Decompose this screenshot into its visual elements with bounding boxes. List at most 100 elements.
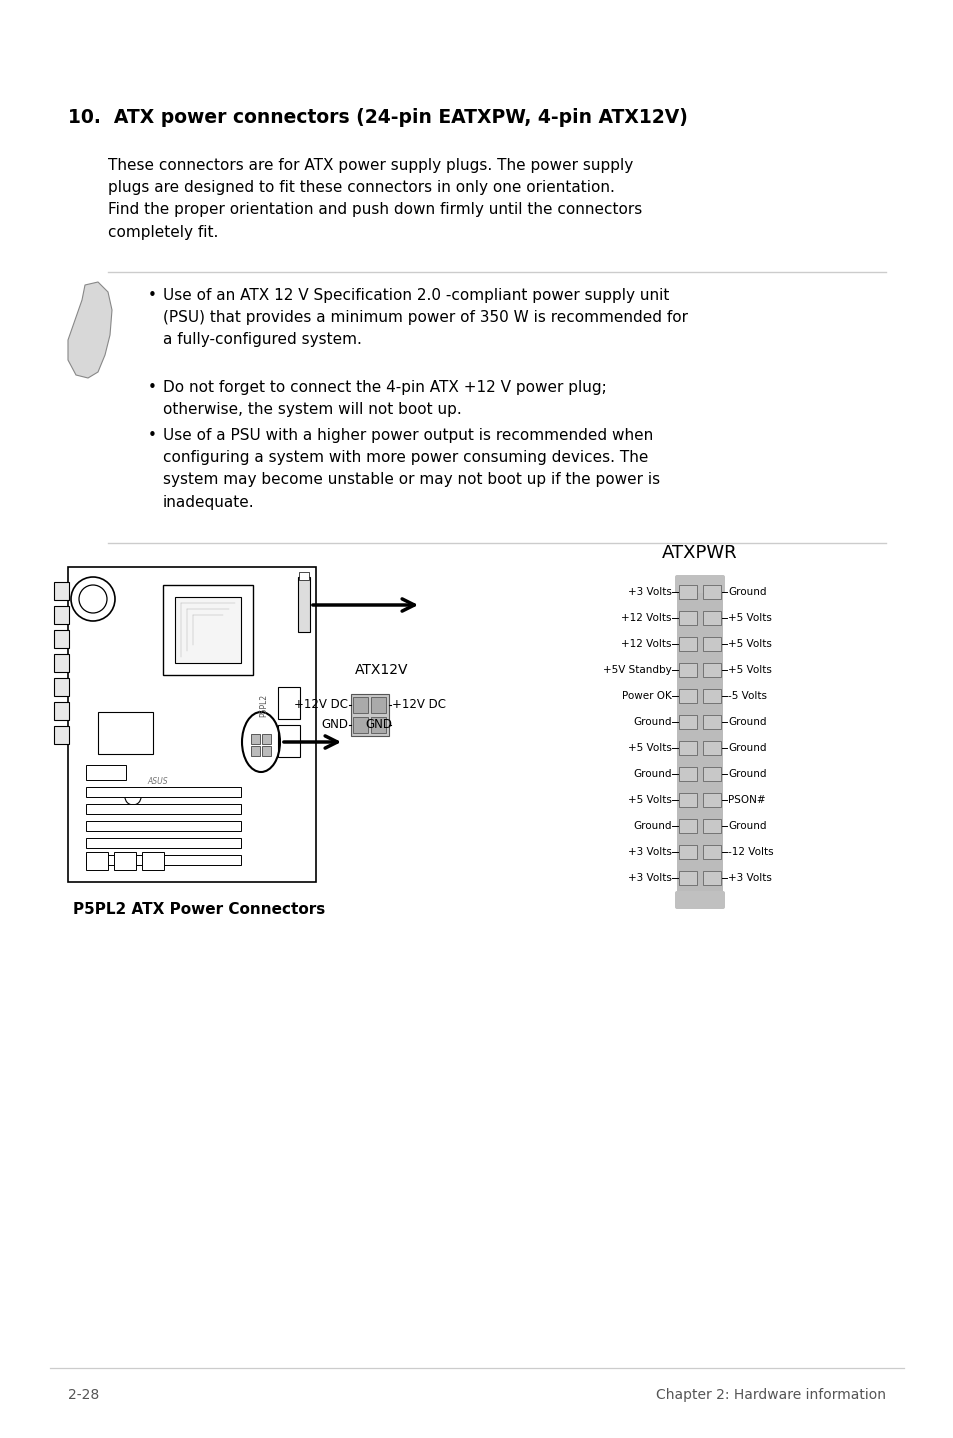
Text: +12V DC: +12V DC — [392, 699, 446, 712]
Text: Ground: Ground — [633, 769, 671, 779]
Text: Ground: Ground — [633, 718, 671, 728]
Bar — [113, 851, 136, 870]
Bar — [54, 605, 69, 624]
Text: +3 Volts: +3 Volts — [627, 847, 671, 857]
Text: +3 Volts: +3 Volts — [727, 873, 771, 883]
Text: Ground: Ground — [727, 743, 765, 754]
Text: Ground: Ground — [727, 821, 765, 831]
Bar — [702, 766, 720, 781]
Text: +12 Volts: +12 Volts — [620, 638, 671, 649]
Bar — [679, 766, 697, 781]
Bar — [351, 695, 389, 736]
Text: PSON#: PSON# — [727, 795, 765, 805]
Bar — [702, 611, 720, 626]
Bar — [677, 590, 722, 894]
Bar — [54, 630, 69, 649]
Bar — [353, 718, 368, 733]
Bar — [262, 733, 271, 743]
Bar — [86, 851, 108, 870]
Text: P5PL2: P5PL2 — [259, 695, 268, 718]
Circle shape — [79, 585, 107, 613]
Bar — [277, 725, 299, 756]
Bar — [86, 787, 241, 797]
Bar — [679, 871, 697, 884]
FancyBboxPatch shape — [675, 892, 724, 909]
Text: +12 Volts: +12 Volts — [620, 613, 671, 623]
Text: •: • — [148, 429, 156, 443]
Bar — [371, 697, 386, 713]
Text: These connectors are for ATX power supply plugs. The power supply
plugs are desi: These connectors are for ATX power suppl… — [108, 158, 641, 240]
Text: +3 Volts: +3 Volts — [627, 873, 671, 883]
Text: Ground: Ground — [727, 769, 765, 779]
Circle shape — [125, 789, 141, 805]
Text: Ground: Ground — [727, 587, 765, 597]
Text: 10.  ATX power connectors (24-pin EATXPW, 4-pin ATX12V): 10. ATX power connectors (24-pin EATXPW,… — [68, 108, 687, 127]
Bar — [54, 726, 69, 743]
Text: ATX12V: ATX12V — [355, 663, 408, 677]
FancyBboxPatch shape — [675, 575, 724, 592]
Text: +5 Volts: +5 Volts — [727, 638, 771, 649]
Bar — [679, 846, 697, 858]
Text: +5 Volts: +5 Volts — [627, 743, 671, 754]
Text: P5PL2 ATX Power Connectors: P5PL2 ATX Power Connectors — [73, 902, 325, 917]
Text: +5 Volts: +5 Volts — [727, 664, 771, 674]
Bar — [679, 741, 697, 755]
Text: +5 Volts: +5 Volts — [727, 613, 771, 623]
Bar — [702, 820, 720, 833]
Bar — [679, 689, 697, 703]
Text: Chapter 2: Hardware information: Chapter 2: Hardware information — [656, 1388, 885, 1402]
Text: Use of a PSU with a higher power output is recommended when
configuring a system: Use of a PSU with a higher power output … — [163, 429, 659, 509]
Bar — [702, 846, 720, 858]
Bar — [679, 820, 697, 833]
Text: +5 Volts: +5 Volts — [627, 795, 671, 805]
Text: Power OK: Power OK — [621, 692, 671, 700]
Bar — [86, 838, 241, 848]
Bar — [679, 792, 697, 807]
Text: 2-28: 2-28 — [68, 1388, 99, 1402]
Text: •: • — [148, 380, 156, 395]
Bar — [298, 572, 309, 580]
Text: Use of an ATX 12 V Specification 2.0 -compliant power supply unit
(PSU) that pro: Use of an ATX 12 V Specification 2.0 -co… — [163, 288, 687, 348]
Text: Ground: Ground — [633, 821, 671, 831]
Bar — [86, 821, 241, 831]
Bar — [86, 856, 241, 866]
Bar — [353, 697, 368, 713]
Bar — [277, 687, 299, 719]
Bar — [679, 715, 697, 729]
Text: ASUS: ASUS — [148, 778, 168, 787]
Bar — [702, 637, 720, 651]
Bar — [174, 597, 241, 663]
Text: -12 Volts: -12 Volts — [727, 847, 773, 857]
Bar — [702, 792, 720, 807]
Bar — [86, 804, 241, 814]
Bar — [679, 663, 697, 677]
Bar — [679, 611, 697, 626]
Text: +12V DC: +12V DC — [294, 699, 348, 712]
Bar — [54, 677, 69, 696]
Bar — [251, 746, 260, 756]
Text: +5V Standby: +5V Standby — [602, 664, 671, 674]
Polygon shape — [68, 282, 112, 378]
Bar — [251, 733, 260, 743]
Bar — [163, 585, 253, 674]
Bar — [86, 765, 126, 779]
Bar — [142, 851, 164, 870]
Bar — [702, 663, 720, 677]
Bar — [54, 702, 69, 720]
Text: -5 Volts: -5 Volts — [727, 692, 766, 700]
Text: GND: GND — [320, 719, 348, 732]
Text: Do not forget to connect the 4-pin ATX +12 V power plug;
otherwise, the system w: Do not forget to connect the 4-pin ATX +… — [163, 380, 606, 417]
Bar — [262, 746, 271, 756]
Bar — [702, 871, 720, 884]
Circle shape — [71, 577, 115, 621]
Bar — [371, 718, 386, 733]
Text: GND: GND — [365, 719, 392, 732]
Bar — [702, 689, 720, 703]
Text: ATXPWR: ATXPWR — [661, 544, 737, 562]
Bar — [54, 654, 69, 672]
Bar — [702, 715, 720, 729]
Bar — [679, 637, 697, 651]
Text: Ground: Ground — [727, 718, 765, 728]
Bar — [98, 712, 152, 754]
Text: •: • — [148, 288, 156, 303]
